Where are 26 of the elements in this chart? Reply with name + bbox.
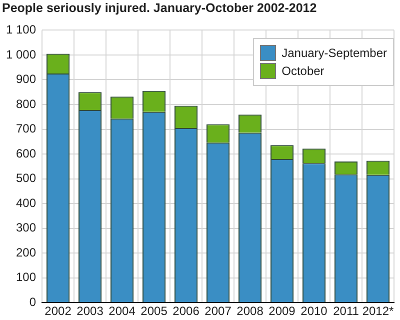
legend-label: January-September (282, 46, 387, 60)
y-tick-label: 700 (16, 122, 36, 136)
y-tick-label: 400 (16, 196, 36, 210)
x-tick-label: 2003 (76, 304, 104, 318)
x-tick-label: 2006 (172, 304, 200, 318)
y-tick-label: 200 (16, 245, 36, 260)
y-tick-label: 1 100 (6, 22, 36, 37)
x-tick-label: 2011 (333, 304, 360, 318)
legend-label: October (282, 64, 324, 78)
y-tick-label: 100 (16, 270, 36, 284)
x-tick-label: 2005 (140, 304, 168, 318)
y-tick-label: 300 (16, 220, 36, 235)
y-tick-label: 800 (16, 96, 36, 111)
y-tick-label: 0 (29, 294, 36, 309)
x-tick-label: 2007 (204, 304, 232, 318)
x-tick-label: 2004 (108, 304, 136, 318)
x-tick-label: 2002 (44, 304, 72, 318)
x-tick-label: 2009 (268, 304, 296, 318)
y-tick-label: 500 (16, 171, 36, 186)
y-tick-label: 600 (16, 146, 36, 160)
x-tick-label: 2008 (236, 304, 264, 318)
x-tick-label: 2012* (362, 304, 394, 318)
x-tick-label: 2010 (300, 304, 328, 318)
chart-title: People seriously injured. January-October 2002-2012 (1, 0, 318, 17)
y-tick-label: 900 (16, 72, 36, 86)
y-tick-label: 1 000 (6, 47, 36, 62)
